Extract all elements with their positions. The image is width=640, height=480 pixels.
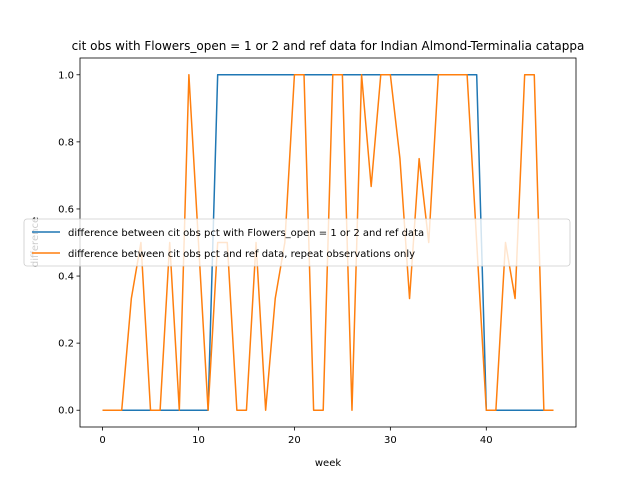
legend-label-series-2: difference between cit obs pct and ref d… [68, 249, 415, 260]
x-axis-label: week [315, 458, 341, 469]
x-tick-label: 40 [480, 435, 493, 446]
x-tick-label: 10 [192, 435, 205, 446]
chart-title: cit obs with Flowers_open = 1 or 2 and r… [72, 39, 585, 53]
y-tick-label: 0.2 [58, 339, 74, 350]
y-tick-label: 0.8 [58, 137, 74, 148]
series-line-1 [102, 74, 554, 411]
y-ticks: 0.0 0.2 0.4 0.6 0.8 1.0 [58, 70, 80, 417]
legend-box [23, 218, 571, 267]
x-tick-label: 30 [384, 435, 397, 446]
y-tick-label: 0.6 [58, 204, 74, 215]
legend: difference between cit obs pct with Flow… [23, 218, 571, 267]
x-tick-label: 0 [99, 435, 105, 446]
y-tick-label: 0.4 [58, 272, 74, 283]
y-tick-label: 1.0 [58, 70, 74, 81]
x-ticks: 0 10 20 30 40 [99, 427, 493, 446]
legend-label-series-1: difference between cit obs pct with Flow… [68, 228, 424, 239]
x-tick-label: 20 [288, 435, 301, 446]
y-tick-label: 0.0 [58, 406, 74, 417]
